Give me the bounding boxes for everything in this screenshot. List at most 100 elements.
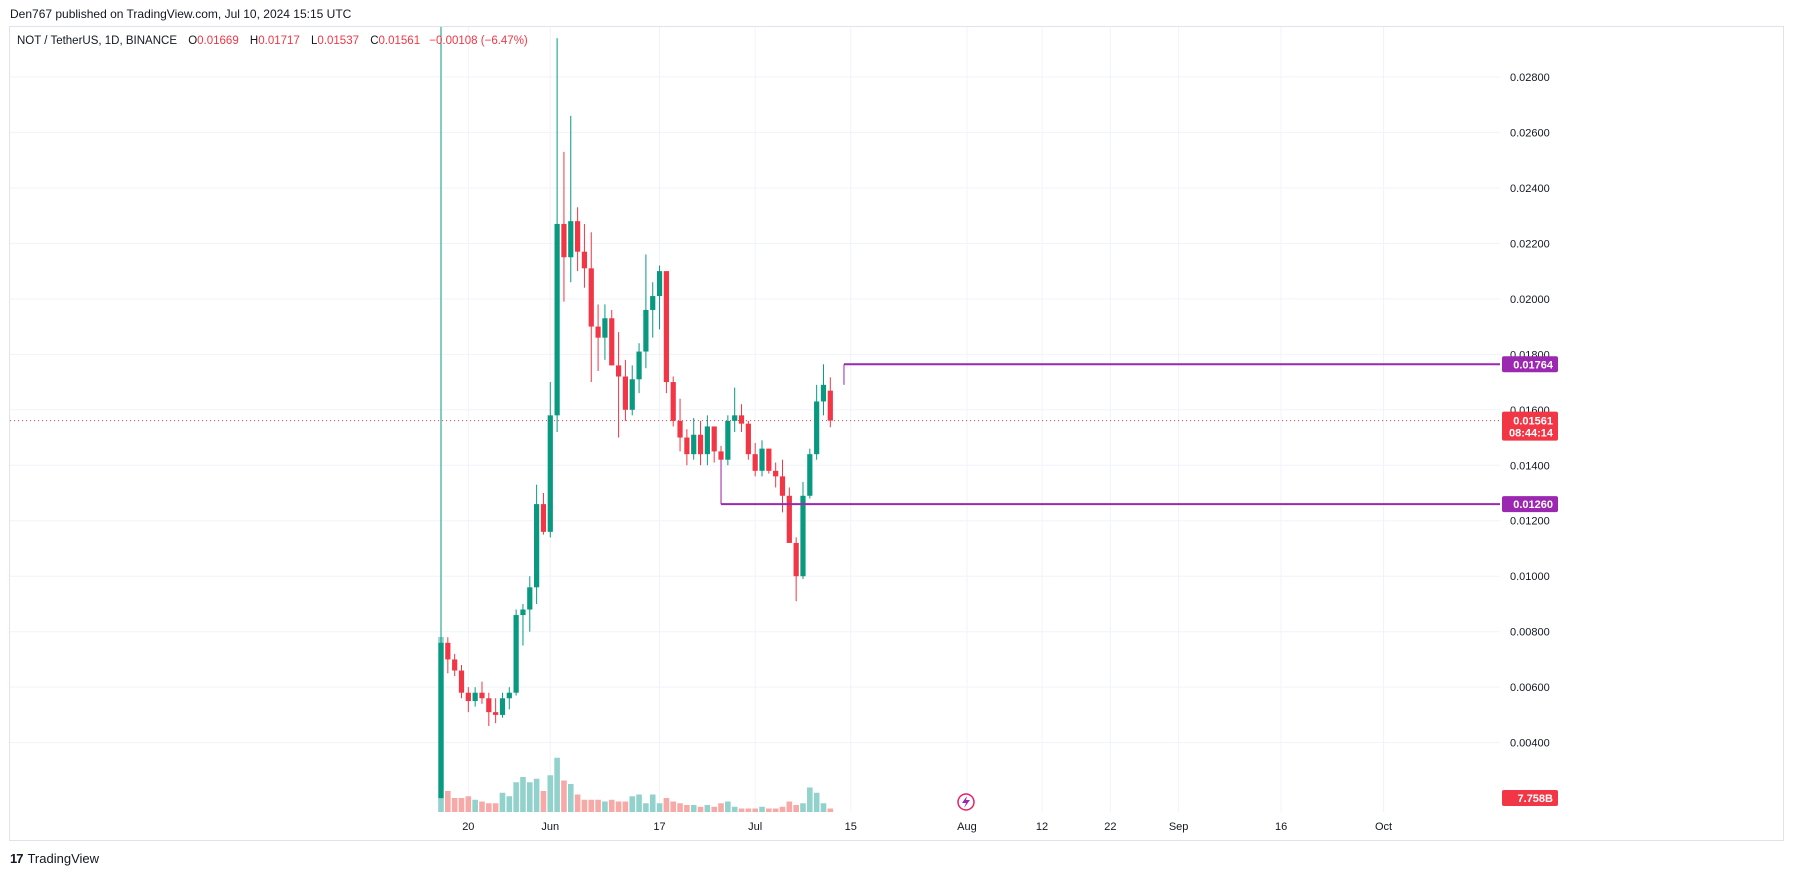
candle-body — [458, 670, 465, 693]
tradingview-logo-icon[interactable]: 17 — [10, 851, 24, 866]
candle-body — [472, 692, 478, 702]
volume-bar — [472, 799, 478, 812]
candle — [513, 609, 519, 696]
open-label: O — [188, 35, 198, 47]
candle-body — [465, 692, 471, 702]
level-price-badge-bg — [1502, 496, 1558, 513]
candle-body — [656, 271, 663, 297]
volume-bar — [800, 803, 806, 812]
candle — [827, 377, 833, 428]
chart-frame — [9, 26, 1784, 841]
volume-bar — [486, 803, 492, 812]
candle-body — [615, 365, 622, 377]
x-tick-label: 22 — [1104, 821, 1116, 833]
candle-body — [827, 390, 833, 421]
close-label: C — [370, 35, 379, 47]
candle — [609, 309, 615, 366]
candle-body — [677, 420, 683, 438]
candle — [807, 448, 813, 499]
volume-bar — [574, 794, 581, 812]
lightning-icon — [957, 793, 975, 811]
candle-body — [650, 296, 656, 310]
volume-bar — [506, 796, 513, 812]
candle-body — [670, 382, 676, 421]
volume-bar — [793, 805, 799, 812]
candle — [486, 692, 492, 727]
candle — [711, 426, 717, 463]
volume-bar — [602, 801, 608, 812]
candle — [786, 487, 792, 543]
candle-body — [479, 692, 485, 699]
candle — [691, 418, 697, 460]
x-tick-label: 15 — [845, 821, 857, 833]
publisher-caption: Den767 published on TradingView.com, Jul… — [10, 7, 352, 21]
candle-body — [629, 379, 635, 410]
volume-bar — [752, 808, 758, 812]
brand-name[interactable]: TradingView — [27, 851, 100, 866]
volume-bar — [533, 778, 540, 812]
high-label: H — [249, 35, 259, 47]
candle-body — [779, 476, 786, 496]
candle-body — [561, 223, 567, 258]
candle-body — [513, 615, 519, 693]
volume-bar — [465, 796, 472, 812]
candle — [800, 481, 806, 579]
candle — [684, 429, 690, 466]
level-price-badge: 0.01260 — [1502, 496, 1558, 513]
y-tick-label: 0.01400 — [1510, 460, 1550, 472]
volume-bar — [588, 799, 595, 812]
volume-value-badge-bg — [1502, 790, 1558, 806]
candle-body — [622, 376, 629, 410]
candle — [615, 332, 622, 438]
candle-body — [691, 434, 697, 455]
candle — [452, 653, 458, 677]
level-price-badge: 0.01764 — [1502, 356, 1558, 373]
candle-body — [527, 587, 533, 610]
y-tick-label: 0.00600 — [1510, 682, 1550, 694]
volume-bar — [492, 803, 499, 812]
volume-bar — [595, 799, 601, 812]
level-price-badge-text: 0.01764 — [1513, 359, 1554, 371]
volume-bar — [738, 808, 745, 812]
candle — [677, 398, 683, 452]
volume-bar — [820, 803, 827, 812]
volume-bar — [725, 801, 731, 812]
candle-body — [609, 318, 615, 366]
candle — [793, 537, 799, 602]
last-price-text: 0.01561 — [1513, 416, 1553, 428]
last-price-badge-bg — [1502, 411, 1558, 441]
volume-bar — [622, 801, 629, 812]
candle — [704, 415, 710, 466]
candle — [472, 687, 478, 707]
candle — [629, 365, 635, 416]
candle — [773, 462, 779, 488]
x-tick-label: Jun — [541, 821, 559, 833]
candle-body — [568, 221, 574, 258]
candle — [520, 603, 526, 646]
lightning-icon-bolt — [962, 796, 970, 808]
candle — [581, 223, 588, 288]
candle — [670, 376, 676, 427]
volume-bar — [445, 791, 451, 812]
candle — [636, 343, 642, 394]
volume-bar — [772, 808, 779, 812]
volume-bar — [540, 791, 547, 812]
volume-bar — [779, 806, 786, 812]
candle-body — [773, 470, 779, 477]
low-label: L — [311, 35, 318, 47]
candle-body — [581, 251, 588, 269]
candle-body — [759, 448, 765, 471]
symbol-label[interactable]: NOT / TetherUS, 1D, BINANCE — [17, 35, 177, 47]
candle — [595, 304, 601, 371]
candle-body — [718, 451, 724, 460]
candle — [650, 282, 656, 338]
level-price-badge-bg — [1502, 356, 1558, 373]
candle-body — [445, 642, 451, 660]
candle-body — [711, 426, 717, 452]
volume-bar — [581, 799, 588, 812]
candle — [814, 384, 820, 460]
volume-bar — [608, 799, 615, 812]
volume-bar — [759, 806, 765, 812]
